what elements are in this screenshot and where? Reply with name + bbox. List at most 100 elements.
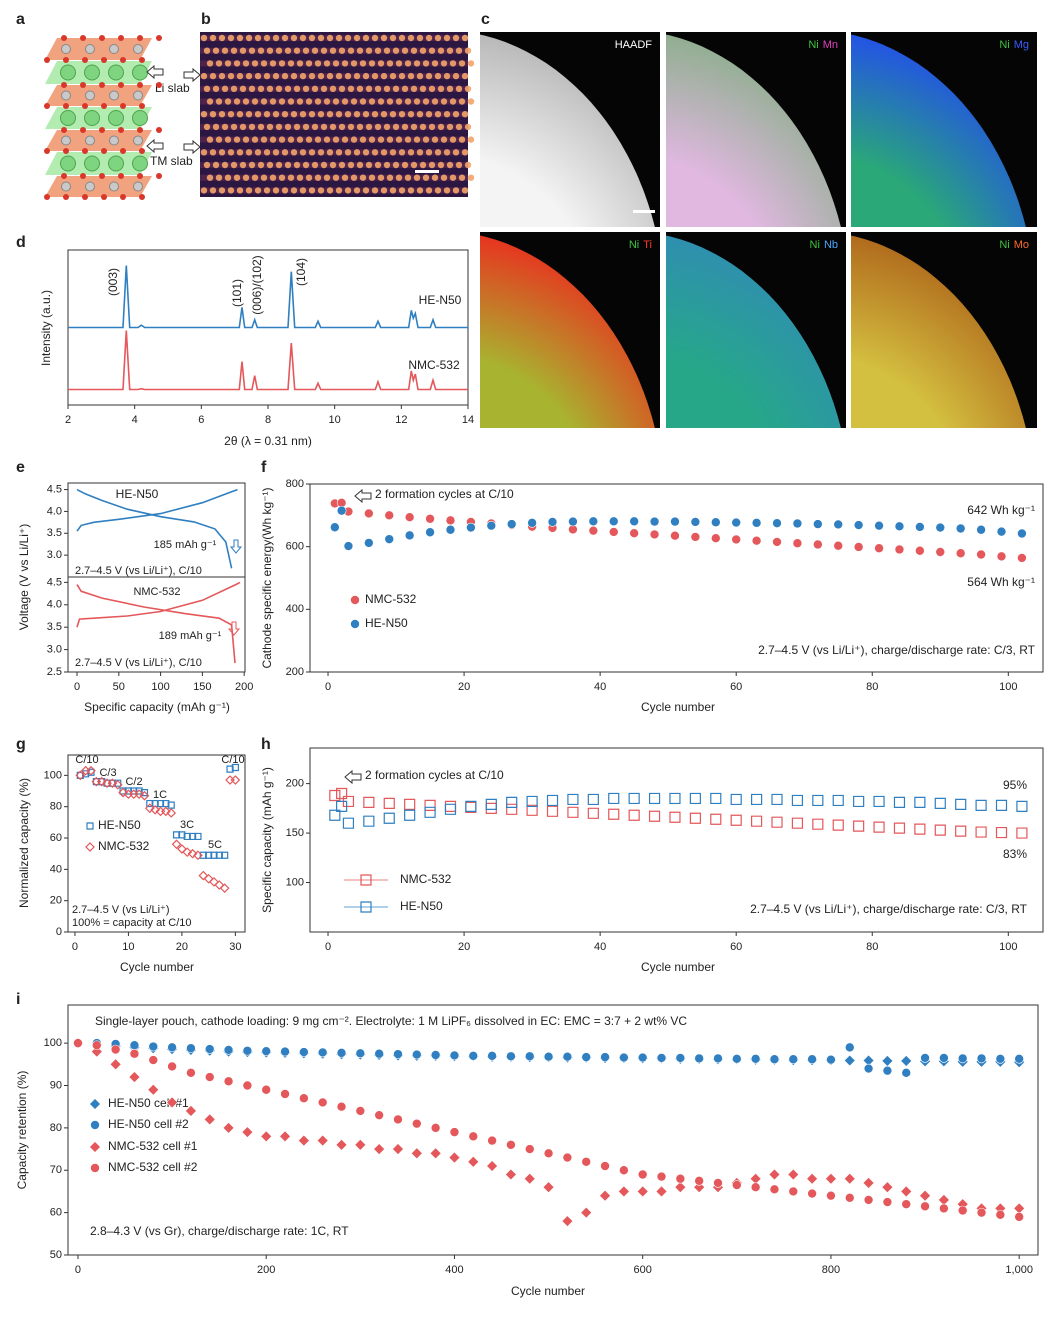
y-tick-label: 3.5 (47, 621, 62, 633)
data-point (222, 1121, 235, 1134)
data-point (412, 1118, 422, 1129)
atom-column (242, 136, 250, 143)
atom-column (398, 34, 406, 42)
x-tick-label: 30 (229, 941, 241, 953)
atom-column (218, 72, 226, 80)
atom-column (350, 98, 358, 105)
legend-marker (85, 842, 95, 852)
data-point (791, 817, 804, 829)
chart-text: 2.7–4.5 V (vs Li/Li⁺), C/10 (75, 565, 202, 577)
atom-column (446, 123, 454, 131)
legend-marker (86, 822, 94, 830)
atom-column (416, 34, 424, 42)
voltage-curve (76, 488, 233, 569)
atom-column (392, 85, 400, 93)
data-point (75, 770, 86, 781)
atom-column (212, 47, 220, 54)
atom-column (290, 34, 298, 42)
data-point (527, 518, 537, 528)
data-point (670, 516, 680, 527)
atom-column (362, 111, 370, 118)
data-point (506, 519, 517, 529)
x-tick-label: 50 (113, 681, 125, 693)
data-point (342, 817, 355, 829)
chart-text: 2.8–4.3 V (vs Gr), charge/discharge rate… (90, 1224, 349, 1238)
data-point (608, 808, 620, 820)
atom-column (233, 60, 241, 67)
atom-column (362, 187, 370, 194)
atom-column (335, 72, 343, 80)
atom-column (314, 136, 322, 143)
y-tick-label: 100 (44, 769, 62, 781)
o-atom (118, 35, 124, 41)
atom-column (449, 60, 457, 67)
data-point (92, 1040, 102, 1051)
atom-column (452, 34, 460, 42)
data-point (363, 796, 375, 809)
chart-text: Cycle number (511, 1284, 585, 1298)
data-point (710, 792, 722, 805)
tm-atom (85, 135, 95, 146)
atom-column (404, 136, 412, 143)
atom-column (317, 187, 325, 194)
atom-column (464, 47, 472, 54)
data-point (261, 1084, 272, 1095)
atom-column (353, 149, 361, 156)
panel-label: b (201, 11, 211, 28)
data-point (608, 527, 619, 537)
o-atom (139, 148, 145, 154)
chart-text: 2.7–4.5 V (vs Li/Li⁺), C/10 (75, 657, 202, 669)
data-point (920, 1053, 930, 1063)
tm-atom (61, 44, 71, 54)
atom-column (233, 98, 241, 105)
atom-column (215, 60, 223, 67)
data-point (543, 1148, 554, 1159)
chart-text: 2.7–4.5 V (vs Li/Li⁺), charge/discharge … (758, 643, 1036, 657)
data-point (843, 1172, 856, 1185)
chart-text: (101) (230, 279, 244, 307)
y-tick-label: 4.0 (47, 599, 62, 611)
o-atom (120, 57, 126, 63)
atom-column (365, 85, 373, 93)
tm-atom (61, 90, 71, 101)
atom-column (455, 85, 463, 93)
map-element: Ni (629, 239, 639, 251)
o-atom (63, 103, 69, 109)
y-tick-label: 150 (286, 827, 304, 839)
data-point (214, 880, 225, 890)
atom-column (266, 161, 274, 169)
scale-bar (633, 210, 655, 213)
atom-column (458, 60, 466, 67)
x-tick-label: 200 (235, 681, 253, 693)
atom-column (218, 187, 226, 194)
plot-frame (309, 747, 1044, 933)
atom-column (389, 187, 397, 194)
data-point (649, 529, 660, 540)
data-point (568, 524, 578, 535)
atom-column (320, 47, 328, 54)
data-point (976, 1053, 987, 1064)
data-point (166, 808, 177, 818)
data-point (772, 537, 782, 547)
atom-column (215, 98, 223, 105)
o-atom (101, 194, 107, 200)
voltage-curve (76, 584, 236, 664)
atom-column (359, 136, 367, 143)
data-point (1017, 553, 1027, 563)
data-point (955, 548, 966, 559)
x-tick-label: 800 (822, 1264, 840, 1276)
atom-column (344, 187, 352, 194)
data-point (844, 1042, 855, 1053)
atom-column (407, 149, 415, 156)
atom-column (323, 98, 331, 105)
atom-column (428, 85, 436, 93)
atom-column (320, 161, 328, 169)
atom-column (203, 123, 211, 131)
data-point (995, 1209, 1006, 1220)
atom-column (467, 98, 475, 105)
li-atom (84, 110, 100, 126)
chart-text: 2 formation cycles at C/10 (375, 487, 514, 501)
x-tick-label: 6 (198, 414, 204, 426)
data-point (110, 1044, 121, 1055)
atom-column (467, 174, 475, 181)
